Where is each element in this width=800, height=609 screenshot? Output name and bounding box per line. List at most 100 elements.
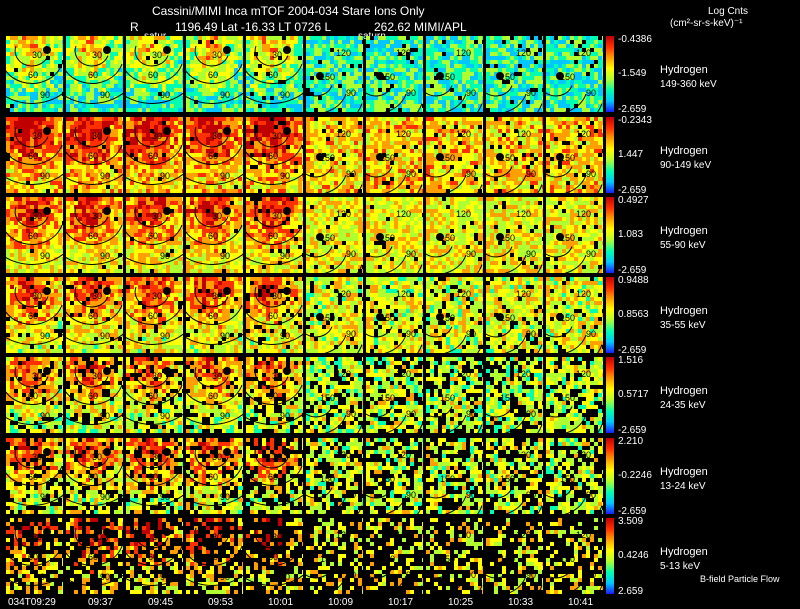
image-cell: 120 150 90 — [366, 197, 423, 273]
contour-label: 90 — [406, 88, 416, 98]
contour-label: 60 — [88, 151, 98, 161]
image-cell: 120 150 90 — [486, 438, 543, 514]
image-cell: 120 150 90 — [486, 277, 543, 353]
contour-label: 90 — [526, 490, 536, 500]
image-cell: 30 60 90 — [66, 197, 123, 273]
saturn-marker — [436, 233, 444, 241]
contour-label: 150 — [380, 233, 395, 243]
contour-label: 60 — [88, 552, 98, 562]
contour-label: 120 — [336, 530, 351, 540]
image-cell: 120 150 90 — [546, 438, 603, 514]
l-readout: 262.62 MIMI/APL — [374, 20, 467, 34]
colorbar — [606, 197, 614, 273]
contour-label: 90 — [220, 411, 230, 421]
image-cell: 30 60 90 — [6, 518, 63, 594]
contour-label: 90 — [466, 570, 476, 580]
contour-label: 30 — [212, 131, 222, 141]
image-cell: 30 60 90 — [6, 36, 63, 112]
energy-label: 90-149 keV — [660, 160, 712, 171]
saturn-marker — [376, 72, 384, 80]
contour-label: 90 — [526, 249, 536, 259]
contour-label: 30 — [272, 452, 282, 462]
image-cell: 120 150 90 — [426, 117, 483, 193]
time-tick-label: 10:25 — [448, 597, 474, 608]
units-label: (cm²-sr-s-keV)⁻¹ — [670, 18, 743, 29]
contour-label: 30 — [272, 532, 282, 542]
contour-label: 120 — [336, 289, 351, 299]
saturn-marker — [376, 153, 384, 161]
image-cell: 120 150 90 — [366, 518, 423, 594]
saturn-marker — [43, 367, 51, 375]
species-label: Hydrogen — [660, 385, 708, 397]
image-cell: 30 60 90 — [6, 277, 63, 353]
time-tick-label: 10:01 — [268, 597, 294, 608]
contour-label: 120 — [516, 289, 531, 299]
contour-label: 60 — [208, 391, 218, 401]
contour-label: 60 — [268, 70, 278, 80]
contour-label: 90 — [346, 88, 356, 98]
saturn-marker — [43, 287, 51, 295]
contour-label: 90 — [406, 570, 416, 580]
saturn-marker — [163, 528, 171, 536]
contour-label: 150 — [560, 554, 575, 564]
colorbar-min-label: -2.659 — [618, 345, 647, 356]
saturn-marker — [163, 127, 171, 135]
contour-label: 120 — [336, 129, 351, 139]
contour-label: 120 — [396, 450, 411, 460]
contour-label: 150 — [440, 313, 455, 323]
contour-label: 30 — [152, 50, 162, 60]
contour-label: 120 — [516, 209, 531, 219]
image-cell: 120 150 90 — [546, 117, 603, 193]
time-tick-label: 09:37 — [88, 597, 114, 608]
contour-label: 90 — [406, 409, 416, 419]
contour-label: 120 — [516, 48, 531, 58]
contour-label: 90 — [160, 331, 170, 341]
contour-label: 30 — [152, 131, 162, 141]
saturn-marker — [556, 153, 564, 161]
saturn-marker — [163, 287, 171, 295]
colorbar — [606, 277, 614, 353]
image-cell: 30 60 90 — [246, 36, 303, 112]
contour-label: 150 — [440, 153, 455, 163]
contour-label: 120 — [456, 530, 471, 540]
contour-label: 60 — [28, 472, 38, 482]
image-cell: 120 150 90 — [366, 36, 423, 112]
contour-label: 30 — [272, 291, 282, 301]
image-cell: 30 60 90 — [186, 197, 243, 273]
contour-label: 150 — [380, 313, 395, 323]
contour-label: 90 — [40, 331, 50, 341]
contour-label: 150 — [380, 554, 395, 564]
contour-label: 150 — [320, 474, 335, 484]
contour-label: 30 — [92, 291, 102, 301]
saturn-marker — [43, 528, 51, 536]
image-cell: 30 60 90 — [126, 518, 183, 594]
image-cell: 30 60 90 — [126, 357, 183, 433]
contour-label: 90 — [526, 570, 536, 580]
contour-label: 90 — [526, 329, 536, 339]
contour-label: 150 — [320, 393, 335, 403]
contour-label: 90 — [586, 570, 596, 580]
contour-label: 90 — [406, 329, 416, 339]
contour-label: 90 — [100, 331, 110, 341]
contour-label: 90 — [40, 572, 50, 582]
contour-label: 120 — [336, 450, 351, 460]
contour-label: 150 — [440, 393, 455, 403]
saturn-marker — [316, 153, 324, 161]
energy-label: 5-13 keV — [660, 561, 701, 572]
contour-label: 30 — [212, 452, 222, 462]
contour-label: 30 — [152, 211, 162, 221]
contour-label: 60 — [28, 552, 38, 562]
contour-label: 120 — [516, 450, 531, 460]
contour-label: 30 — [92, 532, 102, 542]
image-cell: 30 60 90 — [246, 518, 303, 594]
saturn-marker — [496, 72, 504, 80]
contour-label: 90 — [346, 169, 356, 179]
saturn-marker — [316, 72, 324, 80]
contour-label: 150 — [320, 72, 335, 82]
contour-label: 120 — [336, 209, 351, 219]
contour-label: 90 — [526, 88, 536, 98]
contour-label: 90 — [280, 331, 290, 341]
colorbar-min-label: -2.659 — [618, 185, 647, 196]
contour-label: 30 — [32, 291, 42, 301]
image-cell: 120 150 90 — [546, 518, 603, 594]
